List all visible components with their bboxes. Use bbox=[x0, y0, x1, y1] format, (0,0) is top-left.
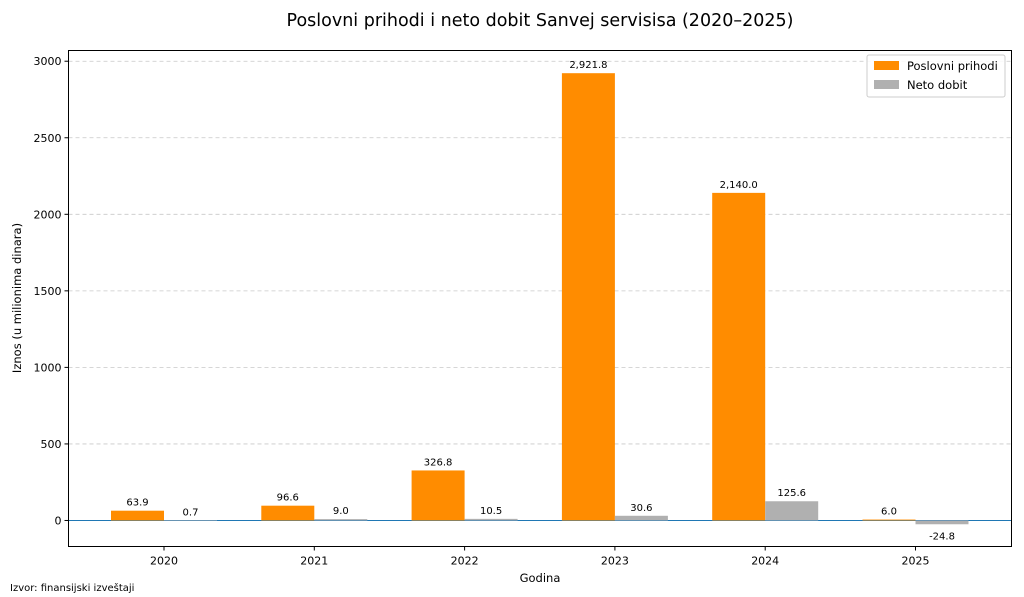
plot-frame bbox=[68, 50, 1012, 547]
bar-poslovni-prihodi-2024 bbox=[712, 192, 766, 521]
x-axis-title: Godina bbox=[520, 571, 561, 585]
legend-swatch-poslovni-prihodi bbox=[874, 61, 899, 70]
y-tick-label-0: 0 bbox=[55, 514, 62, 527]
legend-label-neto-dobit: Neto dobit bbox=[907, 78, 968, 92]
source-note: Izvor: finansijski izveštaji bbox=[10, 582, 134, 594]
data-label-poslovni-prihodi-2020: 63.9 bbox=[126, 498, 148, 509]
data-labels: 63.9 96.6 326.8 2,921.8 2,140.0 6.0 0.7 9.0 10.5… bbox=[126, 60, 955, 542]
x-axis: 2020 2021 2022 2023 2024 2025 bbox=[150, 546, 930, 568]
data-label-poslovni-prihodi-2022: 326.8 bbox=[424, 457, 453, 468]
data-label-neto-dobit-2024: 125.6 bbox=[777, 488, 806, 499]
y-tick-label-2500: 2500 bbox=[34, 132, 62, 145]
legend: Poslovni prihodi Neto dobit bbox=[866, 54, 1006, 98]
legend-swatch-neto-dobit bbox=[874, 80, 899, 89]
x-tick-label-2023: 2023 bbox=[601, 555, 629, 568]
data-label-poslovni-prihodi-2025: 6.0 bbox=[881, 507, 897, 518]
bar-neto-dobit-2021 bbox=[314, 519, 368, 521]
bar-neto-dobit-2024 bbox=[765, 501, 819, 521]
bar-poslovni-prihodi-2020 bbox=[111, 510, 164, 521]
legend-label-poslovni-prihodi: Poslovni prihodi bbox=[907, 59, 998, 73]
legend-box bbox=[866, 54, 1006, 98]
bar-poslovni-prihodi-2022 bbox=[411, 470, 465, 521]
y-tick-label-1000: 1000 bbox=[34, 361, 62, 374]
gridlines bbox=[68, 60, 1012, 521]
data-label-neto-dobit-2022: 10.5 bbox=[480, 506, 502, 517]
bar-poslovni-prihodi-2023 bbox=[561, 73, 615, 521]
y-axis: 0 500 1000 1500 2000 2500 3000 bbox=[34, 55, 69, 527]
x-tick-label-2024: 2024 bbox=[751, 555, 779, 568]
y-tick-label-2000: 2000 bbox=[34, 208, 62, 221]
data-label-poslovni-prihodi-2021: 96.6 bbox=[277, 493, 299, 504]
bar-poslovni-prihodi-2021 bbox=[261, 505, 315, 521]
y-axis-title: Iznos (u milionima dinara) bbox=[10, 223, 24, 373]
x-tick-label-2022: 2022 bbox=[451, 555, 479, 568]
y-tick-label-1500: 1500 bbox=[34, 285, 62, 298]
x-tick-label-2021: 2021 bbox=[300, 555, 328, 568]
x-tick-label-2025: 2025 bbox=[902, 555, 930, 568]
data-label-neto-dobit-2021: 9.0 bbox=[333, 506, 349, 517]
bars bbox=[111, 73, 969, 525]
bar-neto-dobit-2023 bbox=[614, 515, 668, 521]
y-tick-label-3000: 3000 bbox=[34, 55, 62, 68]
bar-neto-dobit-2022 bbox=[464, 518, 518, 521]
data-label-neto-dobit-2025: -24.8 bbox=[929, 531, 955, 542]
data-label-poslovni-prihodi-2024: 2,140.0 bbox=[720, 180, 758, 191]
x-tick-label-2020: 2020 bbox=[150, 555, 178, 568]
y-tick-label-500: 500 bbox=[41, 438, 62, 451]
data-label-neto-dobit-2023: 30.6 bbox=[630, 503, 652, 514]
bar-neto-dobit-2020 bbox=[164, 520, 217, 521]
data-label-neto-dobit-2020: 0.7 bbox=[183, 507, 199, 518]
chart-title: Poslovni prihodi i neto dobit Sanvej ser… bbox=[287, 11, 794, 31]
data-label-poslovni-prihodi-2023: 2,921.8 bbox=[569, 60, 607, 71]
bar-poslovni-prihodi-2025 bbox=[862, 519, 916, 521]
bar-neto-dobit-2025 bbox=[915, 520, 969, 525]
